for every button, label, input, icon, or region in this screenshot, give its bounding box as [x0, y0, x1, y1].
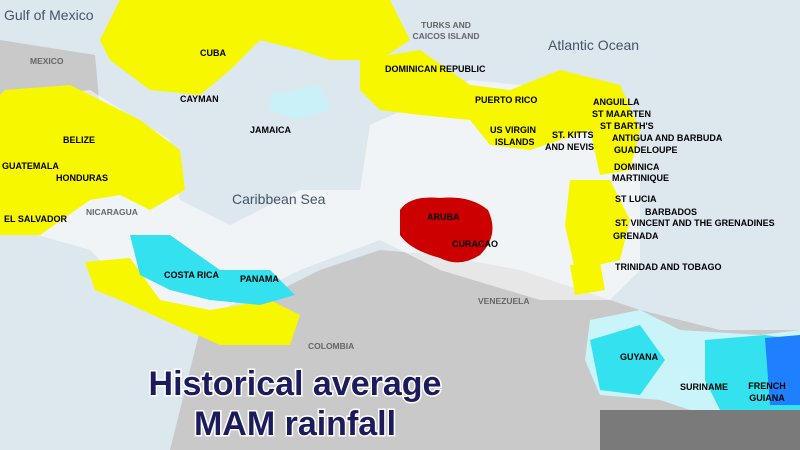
rain-blue [765, 335, 800, 405]
rain-red [400, 197, 493, 263]
rain-cyan [130, 235, 295, 305]
country-label: EL SALVADOR [4, 214, 68, 224]
land-dark [600, 410, 800, 450]
country-label: MEXICO [30, 56, 64, 66]
water-label: Atlantic Ocean [548, 37, 639, 53]
country-label: NICARAGUA [86, 207, 138, 217]
country-label: US VIRGIN ISLANDS [490, 125, 536, 147]
country-label: FRENCH GUIANA [748, 381, 786, 403]
country-label: GRENADA [613, 231, 659, 241]
country-label: BELIZE [63, 135, 95, 145]
rain-yellow [100, 0, 410, 95]
country-label: CURACAO [452, 239, 498, 249]
rain-yellow [360, 50, 640, 175]
country-label: DOMINICA [614, 162, 660, 172]
rain-yellow [0, 85, 185, 235]
country-label: SURINAME [680, 382, 728, 392]
country-label: BARBADOS [645, 207, 697, 217]
country-label: ANGUILLA [593, 97, 640, 107]
country-label: ST. KITTS AND NEVIS [545, 130, 594, 152]
country-label: TURKS AND CAICOS ISLAND [412, 20, 479, 41]
country-label: VENEZUELA [478, 296, 529, 306]
country-label: COSTA RICA [164, 270, 219, 280]
water-label: Caribbean Sea [232, 191, 326, 207]
water-label: Gulf of Mexico [4, 7, 94, 23]
country-label: GUYANA [620, 352, 659, 362]
country-label: MARTINIQUE [612, 173, 669, 183]
country-label: GUATEMALA [2, 161, 59, 171]
rain-yellow [565, 180, 630, 270]
country-label: COLOMBIA [308, 341, 354, 351]
rain-cyan [590, 325, 665, 395]
country-label: ST LUCIA [615, 194, 657, 204]
country-label: ST MAARTEN [592, 109, 651, 119]
country-label: ST. VINCENT AND THE GRENADINES [615, 218, 775, 228]
country-label: JAMAICA [250, 125, 292, 135]
rain-yellow [85, 258, 300, 345]
country-label: GUADELOUPE [614, 145, 678, 155]
country-label: TRINIDAD AND TOBAGO [615, 262, 722, 272]
country-label: ARUBA [427, 212, 460, 222]
country-label: DOMINICAN REPUBLIC [385, 64, 486, 74]
country-label: ANTIGUA AND BARBUDA [612, 133, 723, 143]
country-label: CUBA [200, 48, 226, 58]
map-title: Historical average MAM rainfall [149, 365, 442, 443]
land [170, 250, 800, 450]
country-label: HONDURAS [56, 173, 108, 183]
rain-yellow [570, 262, 605, 295]
rain-light-cyan [270, 85, 330, 120]
country-label: ST BARTH'S [600, 121, 654, 131]
country-label: CAYMAN [180, 94, 219, 104]
country-label: PANAMA [240, 274, 279, 284]
country-label: PUERTO RICO [475, 95, 537, 105]
